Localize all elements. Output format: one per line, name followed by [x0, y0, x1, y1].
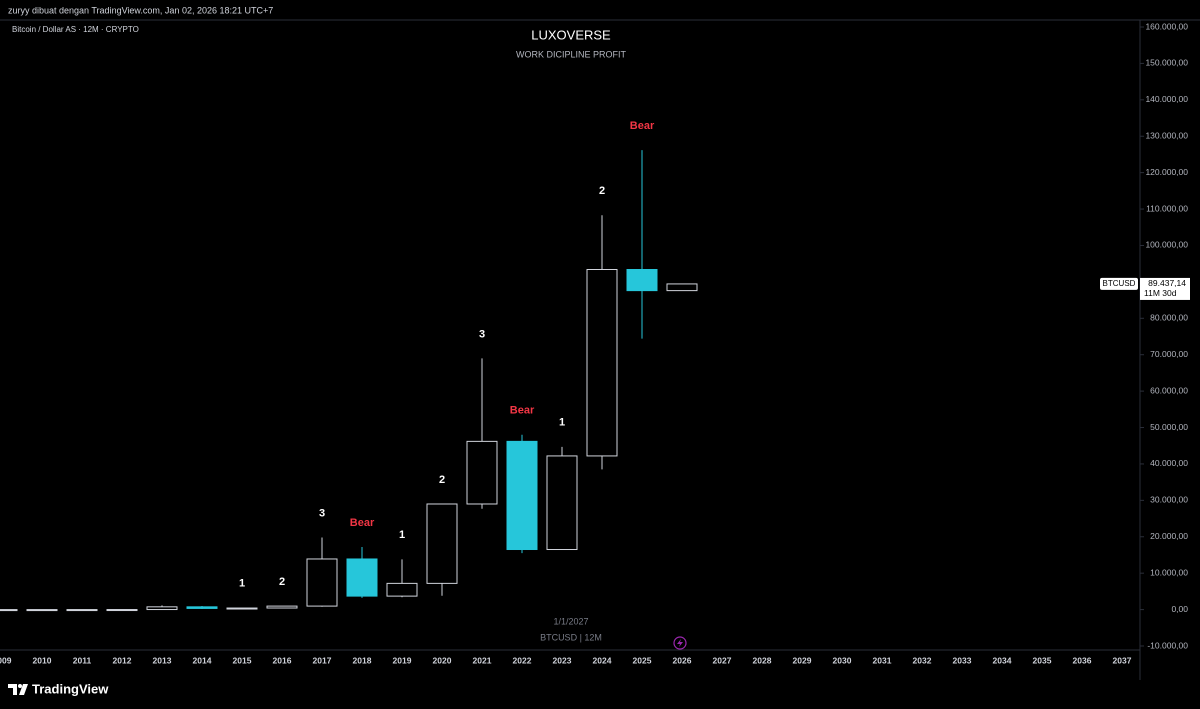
signal-label: 2	[439, 474, 445, 486]
y-tick-label: 10.000,00	[1150, 567, 1188, 577]
candle-body	[226, 607, 258, 610]
signal-label: 1	[399, 529, 405, 541]
x-tick-label: 2036	[1073, 655, 1092, 665]
signal-label: Bear	[510, 405, 535, 417]
x-tick-label: 2016	[273, 655, 292, 665]
x-tick-label: 2034	[993, 655, 1012, 665]
signal-label: 3	[479, 328, 485, 340]
candle-body	[586, 269, 618, 457]
y-tick-label: 80.000,00	[1150, 313, 1188, 323]
x-tick-label: 2010	[33, 655, 52, 665]
candle-body	[106, 609, 138, 612]
y-tick-label: 130.000,00	[1145, 130, 1188, 140]
x-tick-label: 2019	[393, 655, 412, 665]
y-tick-label: 70.000,00	[1150, 349, 1188, 359]
price-tag-box	[1100, 277, 1138, 290]
countdown: 11M 30d	[1144, 288, 1177, 298]
y-tick-label: 120.000,00	[1145, 167, 1188, 177]
price-tag: BTCUSD	[1103, 279, 1136, 288]
y-tick-label: 110.000,00	[1146, 203, 1188, 213]
signal-label: 1	[559, 417, 565, 429]
y-tick-label: 50.000,00	[1150, 422, 1188, 432]
x-tick-label: 2027	[713, 655, 732, 665]
candle-body	[26, 609, 58, 612]
chart-title: LUXOVERSE	[531, 27, 611, 42]
candle-body	[466, 440, 498, 505]
y-tick-label: 40.000,00	[1150, 458, 1188, 468]
header: zuryy dibuat dengan TradingView.com, Jan…	[8, 5, 273, 15]
signal-label: 2	[279, 576, 285, 588]
x-tick-label: 2033	[953, 655, 972, 665]
last-price: 89.437,14	[1148, 278, 1186, 288]
x-tick-label: 2014	[193, 655, 212, 665]
logo-mark	[8, 684, 17, 695]
x-tick-label: 2012	[113, 655, 132, 665]
candle-body	[0, 609, 18, 612]
x-tick-label: 2011	[73, 655, 92, 665]
signal-label: 2	[599, 185, 605, 197]
candle-body	[546, 455, 578, 551]
x-tick-label: 2029	[793, 655, 812, 665]
cursor-date: 1/1/2027	[553, 616, 588, 626]
signal-label: 3	[319, 507, 325, 519]
chart-subtitle: WORK DICIPLINE PROFIT	[516, 49, 627, 59]
candle-body	[426, 503, 458, 584]
candle-body	[66, 609, 98, 612]
y-tick-label: 30.000,00	[1150, 495, 1188, 505]
y-tick-label: 0,00	[1171, 604, 1188, 614]
x-tick-label: 2024	[593, 655, 612, 665]
x-tick-label: 2017	[313, 655, 332, 665]
candle-body	[186, 606, 218, 609]
x-tick-label: 2031	[873, 655, 892, 665]
x-tick-label: 2015	[233, 655, 252, 665]
brand: TradingView	[32, 681, 109, 696]
candle-body	[666, 283, 698, 292]
signal-label: 1	[239, 578, 245, 590]
signal-label: Bear	[350, 517, 375, 529]
y-tick-label: 140.000,00	[1145, 94, 1188, 104]
signal-label: Bear	[630, 120, 655, 132]
x-tick-label: 2028	[753, 655, 772, 665]
x-tick-label: 2009	[0, 655, 12, 665]
last-price-box	[1140, 277, 1190, 300]
alert-icon[interactable]	[673, 636, 687, 650]
y-tick-label: 60.000,00	[1150, 385, 1188, 395]
x-tick-label: 2023	[553, 655, 572, 665]
x-tick-label: 2022	[513, 655, 532, 665]
candle-body	[346, 558, 378, 597]
x-tick-label: 2037	[1113, 655, 1132, 665]
x-tick-label: 2025	[633, 655, 652, 665]
candle-body	[146, 606, 178, 611]
x-tick-label: 2032	[913, 655, 932, 665]
y-tick-label: 160.000,00	[1145, 21, 1188, 31]
brand-logo	[8, 684, 28, 695]
x-tick-label: 2021	[473, 655, 492, 665]
y-tick-label: 150.000,00	[1145, 58, 1188, 68]
x-tick-label: 2018	[353, 655, 372, 665]
y-tick-label: 20.000,00	[1150, 531, 1188, 541]
logo-slash	[19, 684, 28, 695]
x-tick-label: 2035	[1033, 655, 1052, 665]
candle-body	[626, 269, 658, 292]
x-tick-label: 2020	[433, 655, 452, 665]
alert-bolt	[677, 639, 683, 647]
logo-dot	[18, 684, 22, 688]
y-tick-label: -10.000,00	[1147, 640, 1188, 650]
x-tick-label: 2030	[833, 655, 852, 665]
series-legend: BTCUSD | 12M	[540, 632, 602, 642]
x-tick-label: 2013	[153, 655, 172, 665]
candle-body	[306, 558, 338, 607]
x-tick-label: 2026	[673, 655, 692, 665]
symbol-info: Bitcoin / Dollar AS · 12M · CRYPTO	[12, 25, 139, 34]
y-tick-label: 100.000,00	[1145, 240, 1188, 250]
candle-body	[386, 582, 418, 597]
candle-body	[506, 440, 538, 551]
candle-body	[266, 605, 298, 609]
